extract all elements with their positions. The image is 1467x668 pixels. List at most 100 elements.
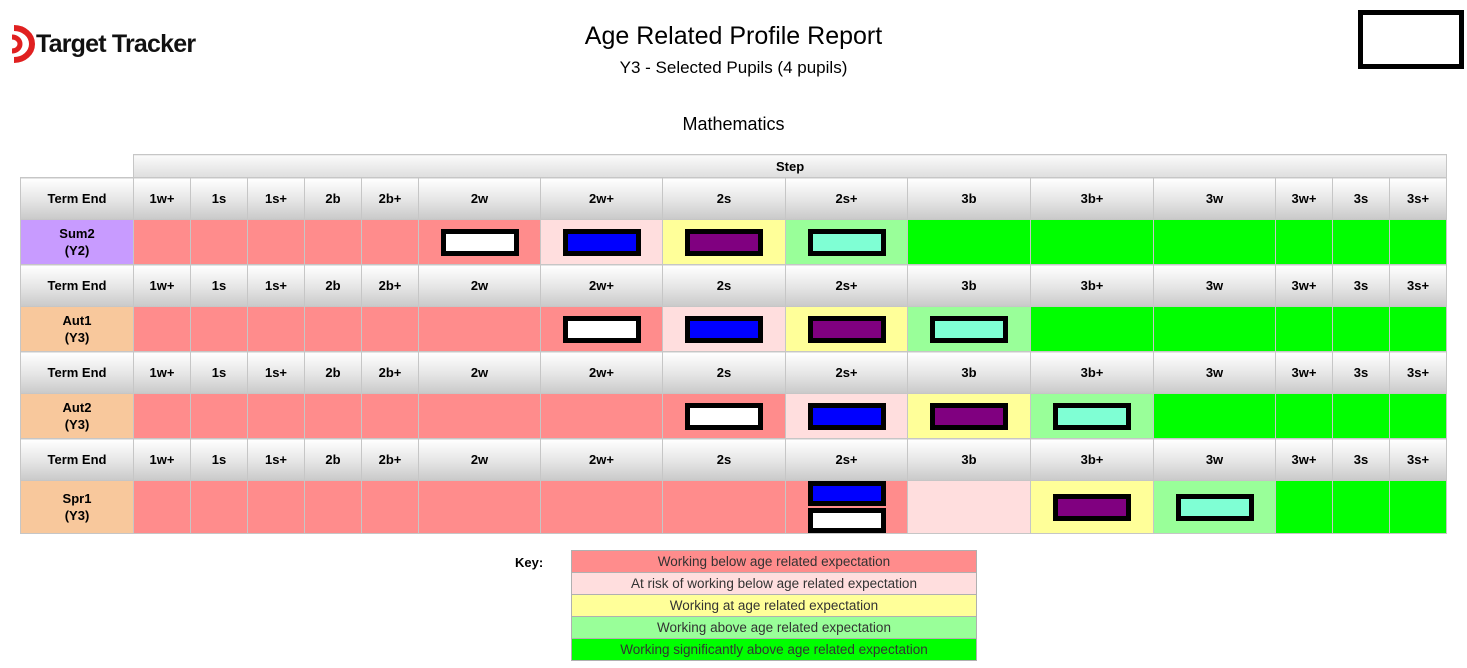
pupil-marker[interactable] xyxy=(1053,402,1131,430)
step-label-2b: 2b xyxy=(304,438,362,481)
step-label-2s: 2s xyxy=(662,177,786,220)
term-end-header: Term End xyxy=(20,438,134,481)
step-label-3s: 3s xyxy=(1332,438,1390,481)
step-label-3s+: 3s+ xyxy=(1388,438,1448,481)
key-item: At risk of working below age related exp… xyxy=(571,572,977,595)
band-cell-3w xyxy=(1153,306,1276,352)
step-label-3s+: 3s+ xyxy=(1388,351,1448,394)
term-row-aut2: Aut2 (Y3) xyxy=(20,393,1448,439)
pupil-marker[interactable] xyxy=(685,228,763,256)
step-label-3b: 3b xyxy=(907,438,1031,481)
band-cell-1s+ xyxy=(247,219,305,265)
step-label-1s: 1s xyxy=(190,264,248,307)
pupil-marker[interactable] xyxy=(685,315,763,343)
step-label-1w+: 1w+ xyxy=(133,351,191,394)
term-label: Aut2 (Y3) xyxy=(20,393,134,439)
band-cell-3b xyxy=(907,480,1031,534)
band-cell-3s xyxy=(1332,306,1390,352)
pupil-marker-group xyxy=(786,315,907,343)
band-cell-2s xyxy=(662,393,786,439)
band-cell-2s+ xyxy=(785,306,908,352)
band-cell-1w+ xyxy=(133,219,191,265)
band-cell-2w xyxy=(418,480,541,534)
key-item: Working below age related expectation xyxy=(571,550,977,573)
term-year: (Y2) xyxy=(64,243,90,258)
step-label-3w+: 3w+ xyxy=(1275,438,1333,481)
step-label-2w: 2w xyxy=(418,438,541,481)
term-row-spr1: Spr1 (Y3) xyxy=(20,480,1448,534)
band-cell-1s xyxy=(190,393,248,439)
band-cell-2s xyxy=(662,306,786,352)
pupil-marker[interactable] xyxy=(1053,493,1131,521)
pupil-marker[interactable] xyxy=(440,228,519,256)
key-item: Working above age related expectation xyxy=(571,616,977,639)
pupil-marker-group xyxy=(663,228,785,256)
step-label-1s+: 1s+ xyxy=(247,351,305,394)
pupil-marker[interactable] xyxy=(562,228,641,256)
step-label-1w+: 1w+ xyxy=(133,438,191,481)
key-table: Working below age related expectation At … xyxy=(571,550,977,661)
step-label-2b+: 2b+ xyxy=(361,351,419,394)
band-cell-2w+ xyxy=(540,393,663,439)
pupil-marker-group xyxy=(663,402,785,430)
pupil-marker[interactable] xyxy=(807,481,886,506)
step-label-3s+: 3s+ xyxy=(1388,264,1448,307)
band-cell-2b+ xyxy=(361,306,419,352)
band-cell-2s+ xyxy=(785,393,908,439)
step-label-2b+: 2b+ xyxy=(361,264,419,307)
pupil-marker[interactable] xyxy=(562,315,641,343)
pupil-marker-group xyxy=(1031,493,1153,521)
band-cell-3w+ xyxy=(1275,306,1333,352)
band-cell-3b xyxy=(907,393,1031,439)
term-end-header: Term End xyxy=(20,264,134,307)
band-cell-2w+ xyxy=(540,306,663,352)
step-label-3s: 3s xyxy=(1332,177,1390,220)
band-cell-3s xyxy=(1332,219,1390,265)
band-cell-2b+ xyxy=(361,480,419,534)
band-cell-2w xyxy=(418,219,541,265)
step-label-2s: 2s xyxy=(662,438,786,481)
step-label-3b+: 3b+ xyxy=(1030,438,1154,481)
step-label-2s+: 2s+ xyxy=(785,438,908,481)
step-label-2b+: 2b+ xyxy=(361,438,419,481)
pupil-marker[interactable] xyxy=(807,402,886,430)
step-label-3b: 3b xyxy=(907,177,1031,220)
band-cell-2s+ xyxy=(785,480,908,534)
pupil-marker[interactable] xyxy=(930,315,1008,343)
target-logo-icon xyxy=(8,24,36,64)
step-label-1s: 1s xyxy=(190,351,248,394)
band-cell-3b+ xyxy=(1030,480,1154,534)
band-cell-2w xyxy=(418,306,541,352)
step-label-3w: 3w xyxy=(1153,264,1276,307)
band-cell-3s xyxy=(1332,480,1390,534)
key-label: Key: xyxy=(515,555,544,570)
term-name: Aut2 xyxy=(62,400,92,415)
step-label-1s: 1s xyxy=(190,177,248,220)
step-label-3b+: 3b+ xyxy=(1030,177,1154,220)
pupil-marker-group xyxy=(1031,402,1153,430)
step-label-2w: 2w xyxy=(418,264,541,307)
pupil-marker[interactable] xyxy=(1175,493,1254,521)
pupil-marker[interactable] xyxy=(807,228,886,256)
pupil-marker[interactable] xyxy=(807,315,886,343)
step-label-1s+: 1s+ xyxy=(247,264,305,307)
pupil-marker-group xyxy=(786,481,907,533)
band-cell-3w xyxy=(1153,219,1276,265)
step-label-2b: 2b xyxy=(304,177,362,220)
pupil-marker[interactable] xyxy=(685,402,763,430)
step-label-2s+: 2s+ xyxy=(785,351,908,394)
band-cell-2s xyxy=(662,480,786,534)
pupil-marker-group xyxy=(908,315,1030,343)
band-cell-1s xyxy=(190,480,248,534)
band-cell-3s+ xyxy=(1388,306,1448,352)
step-header: Step xyxy=(132,154,1448,178)
pupil-marker[interactable] xyxy=(807,508,886,533)
step-label-3w: 3w xyxy=(1153,177,1276,220)
step-label-2w+: 2w+ xyxy=(540,264,663,307)
band-cell-1w+ xyxy=(133,306,191,352)
pupil-marker[interactable] xyxy=(930,402,1008,430)
grid-corner xyxy=(20,154,134,178)
step-label-2b: 2b xyxy=(304,351,362,394)
pupil-marker-group xyxy=(908,402,1030,430)
key-item: Working significantly above age related … xyxy=(571,638,977,661)
